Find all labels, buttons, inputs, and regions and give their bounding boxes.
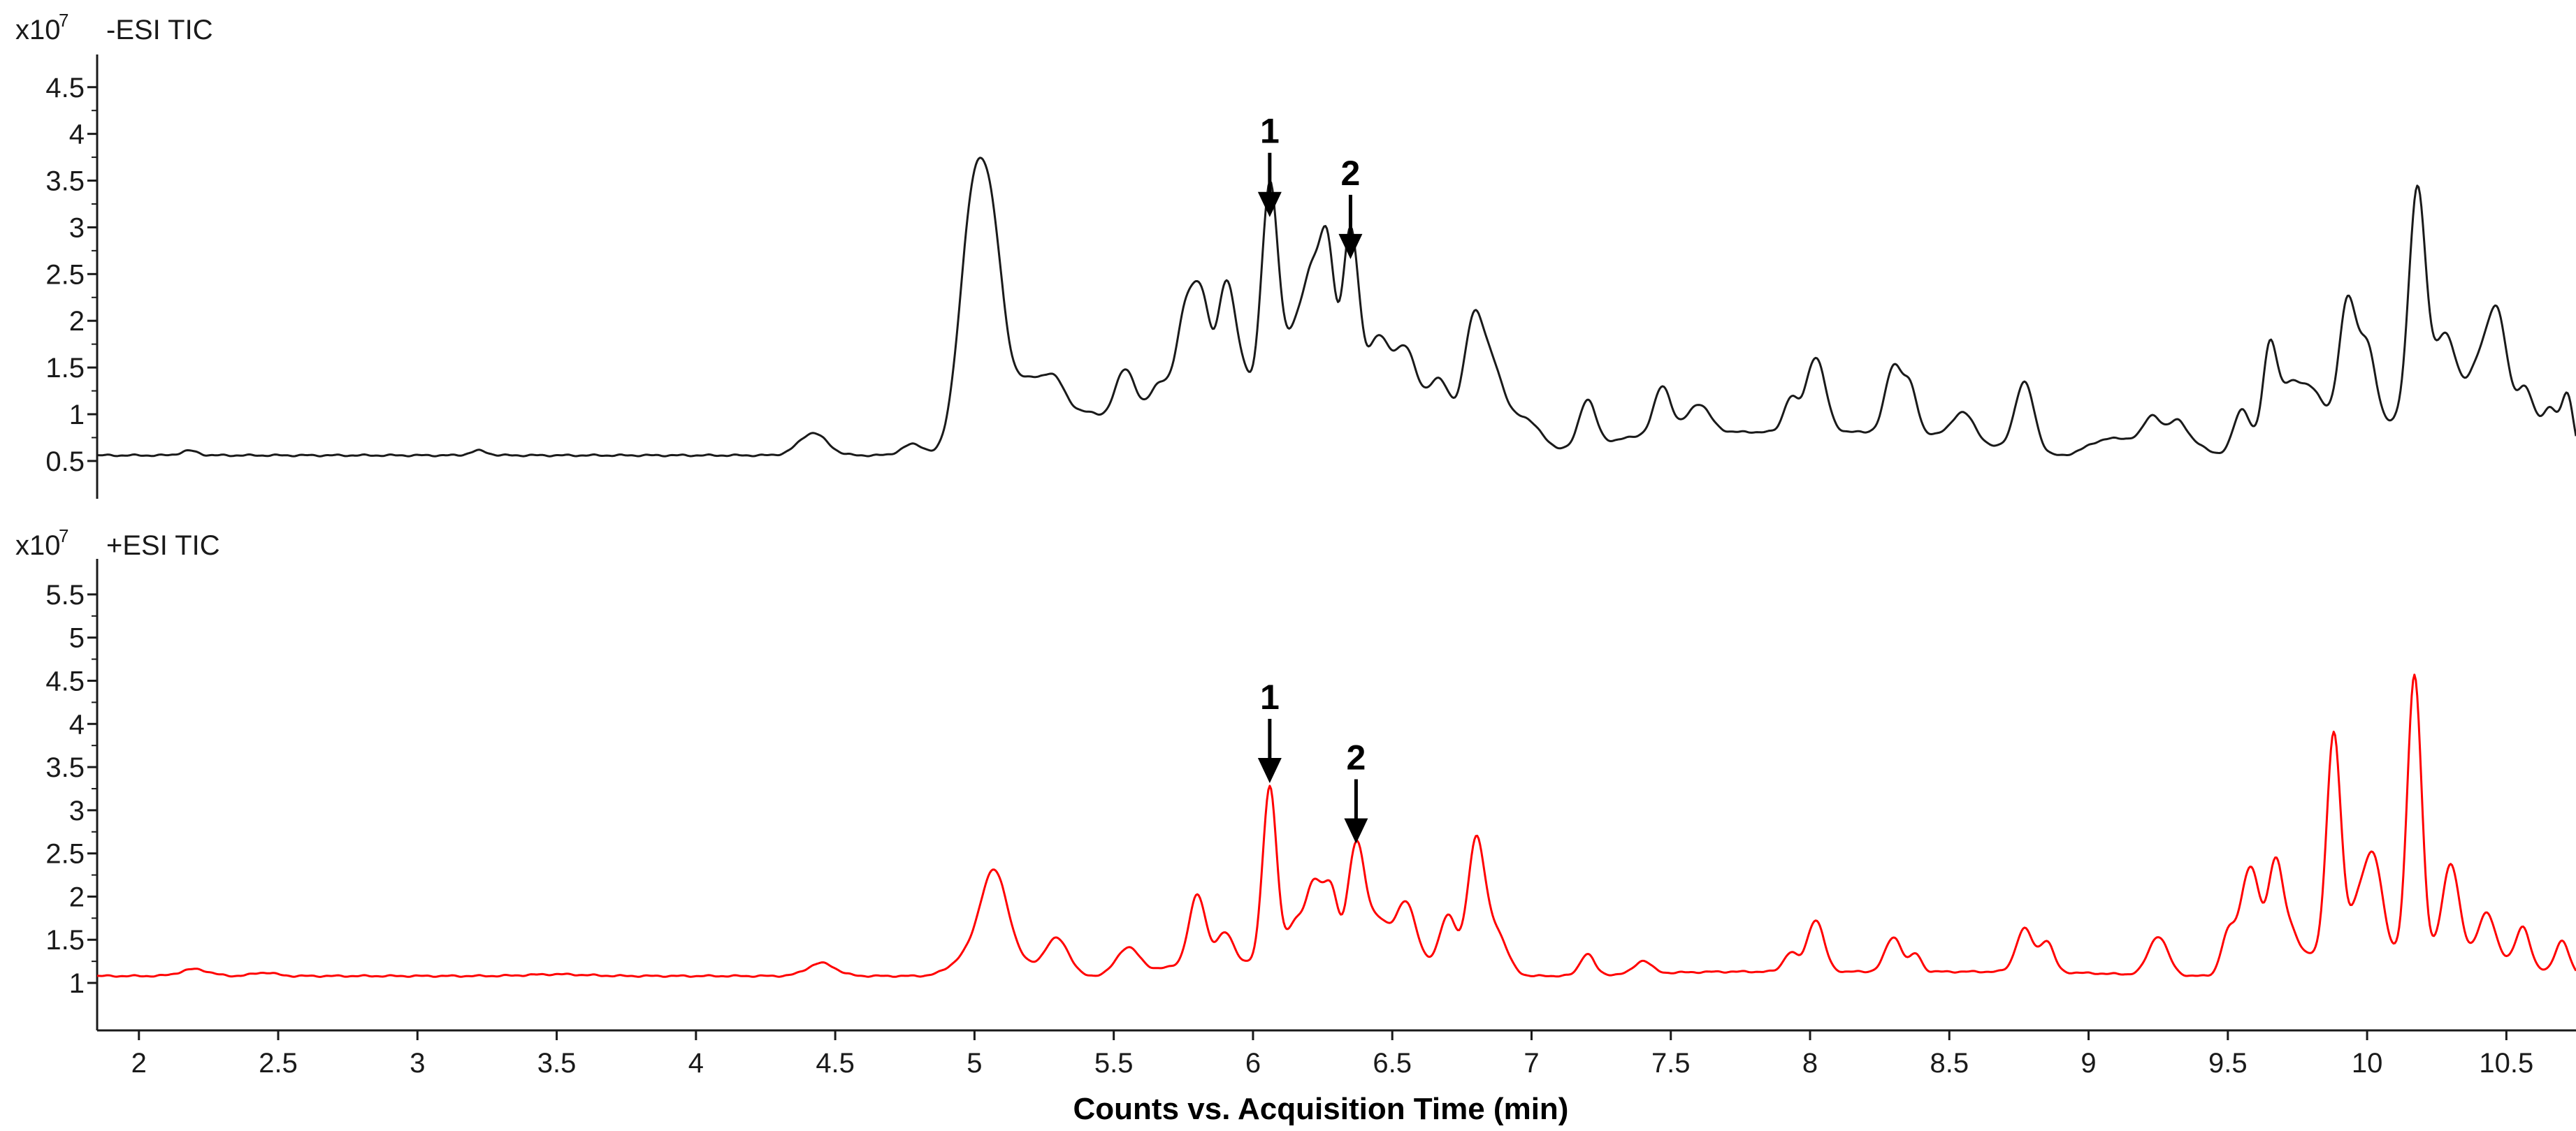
top-panel-title: -ESI TIC bbox=[106, 15, 213, 45]
top-series-line bbox=[97, 156, 2576, 458]
top-plot-area: 12 bbox=[97, 112, 2576, 458]
x-tick-label: 5.5 bbox=[1094, 1048, 1134, 1079]
top-y-axis: 0.5 1 1.5 2 2.5 3 3.5 4 4.5 bbox=[45, 54, 99, 499]
x-tick-label: 2 bbox=[131, 1048, 147, 1079]
peak-arrow-head bbox=[1344, 818, 1368, 844]
top-y-exponent-base: x10 bbox=[15, 15, 61, 45]
x-tick-label: 8.5 bbox=[1930, 1048, 1969, 1079]
top-y-tick-label: 2 bbox=[69, 306, 85, 337]
top-y-tick-label: 4.5 bbox=[45, 73, 85, 103]
x-tick-label: 10 bbox=[2352, 1048, 2383, 1079]
bottom-y-tick-label: 5 bbox=[69, 623, 85, 654]
x-tick-label: 7 bbox=[1524, 1048, 1539, 1079]
top-y-tick-label: 1.5 bbox=[45, 353, 85, 384]
peak-label: 2 bbox=[1346, 738, 1366, 777]
peak-label: 1 bbox=[1260, 678, 1280, 717]
x-tick-label: 5 bbox=[967, 1048, 982, 1079]
bottom-y-tick-label: 2.5 bbox=[45, 839, 85, 870]
peak-label: 1 bbox=[1260, 112, 1280, 151]
x-tick-label: 9 bbox=[2081, 1048, 2096, 1079]
x-tick-label: 10.5 bbox=[2479, 1048, 2533, 1079]
bottom-y-tick-label: 1 bbox=[69, 968, 85, 999]
bottom-y-tick-label: 5.5 bbox=[45, 580, 85, 611]
bottom-plot-area: 12 bbox=[97, 673, 2576, 978]
top-y-tick-label: 0.5 bbox=[45, 446, 85, 477]
x-tick-label: 2.5 bbox=[259, 1048, 298, 1079]
x-tick-label: 9.5 bbox=[2208, 1048, 2248, 1079]
x-tick-label: 4.5 bbox=[816, 1048, 855, 1079]
x-tick-label: 6.5 bbox=[1373, 1048, 1412, 1079]
bottom-y-tick-label: 2 bbox=[69, 882, 85, 912]
peak-arrow-head bbox=[1257, 757, 1282, 783]
x-tick-label: 3 bbox=[410, 1048, 425, 1079]
top-y-exponent: 7 bbox=[59, 10, 68, 31]
bottom-panel: x10 7 +ESI TIC 11.522.533.544.555.5 12 bbox=[15, 525, 2576, 1030]
bottom-y-tick-label: 4.5 bbox=[45, 666, 85, 696]
top-panel: x10 7 -ESI TIC 0.511.522.533.544.5 12 bbox=[15, 10, 2576, 499]
bottom-panel-title: +ESI TIC bbox=[106, 530, 220, 561]
bottom-y-tick-label: 4 bbox=[69, 709, 85, 740]
top-y-tick-label: 3.5 bbox=[45, 166, 85, 197]
top-y-tick-label: 2.5 bbox=[45, 259, 85, 290]
top-y-tick-label: 3 bbox=[69, 212, 85, 243]
peak-label: 2 bbox=[1341, 154, 1361, 193]
x-tick-label: 8 bbox=[1802, 1048, 1818, 1079]
x-axis: 2 2.5 3 3.5 4 4.5 5 5.5 6 6.5 7 7.5 8 8.5 9 9.5 10 10.5 bbox=[97, 1029, 2576, 1079]
bottom-y-axis: 1 1.5 2 2.5 3 3.5 4 4.5 5 5.5 bbox=[45, 559, 99, 1030]
bottom-y-tick-label: 3.5 bbox=[45, 752, 85, 783]
x-tick-label: 4 bbox=[688, 1048, 704, 1079]
x-tick-label: 6 bbox=[1245, 1048, 1261, 1079]
x-tick-label: 7.5 bbox=[1651, 1048, 1691, 1079]
peak-arrow-head bbox=[1338, 233, 1363, 259]
bottom-y-exponent: 7 bbox=[59, 525, 68, 546]
peak-arrow-head bbox=[1257, 191, 1282, 217]
bottom-y-tick-label: 3 bbox=[69, 796, 85, 826]
x-tick-label: 3.5 bbox=[537, 1048, 577, 1079]
top-y-tick-label: 4 bbox=[69, 119, 85, 150]
bottom-y-tick-label: 1.5 bbox=[45, 925, 85, 956]
bottom-series-line bbox=[97, 673, 2576, 978]
bottom-y-exponent-base: x10 bbox=[15, 530, 61, 561]
top-y-tick-label: 1 bbox=[69, 400, 85, 430]
x-axis-label: Counts vs. Acquisition Time (min) bbox=[1073, 1092, 1569, 1126]
